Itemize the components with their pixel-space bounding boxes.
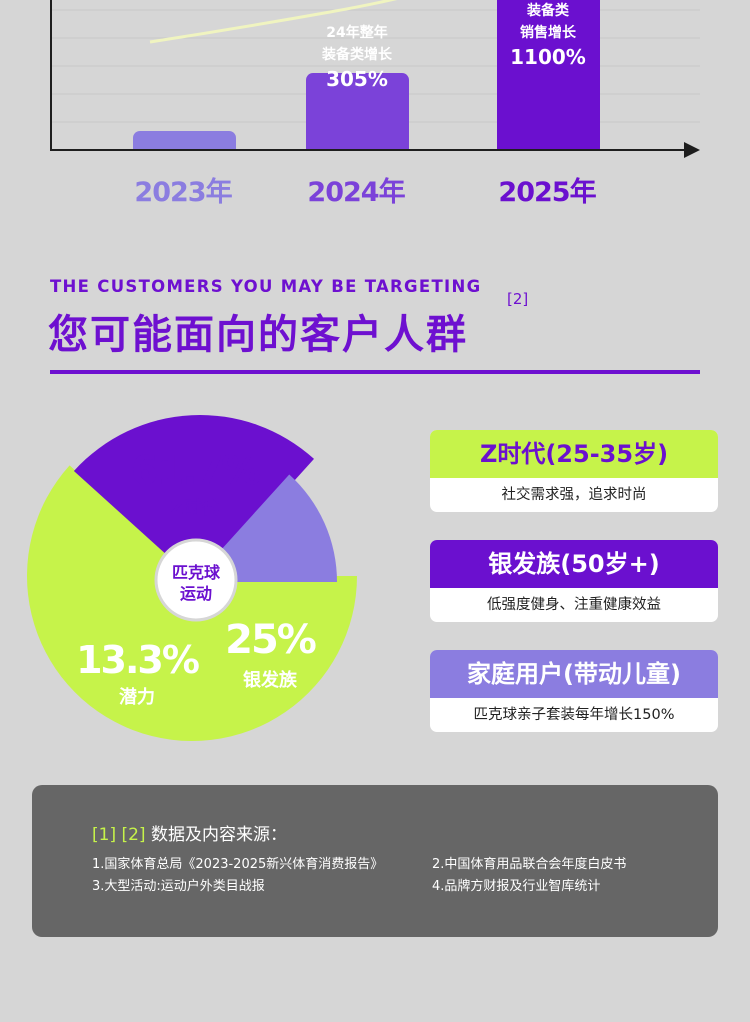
title-divider: [50, 370, 700, 374]
segment-card-silver-desc: 低强度健身、注重健康效益: [487, 597, 661, 613]
bar-chart: [50, 0, 700, 160]
bar-2025-annotation-value: 1100%: [510, 45, 586, 69]
slice-label-silver-percent: 25%: [225, 617, 317, 663]
pie-slice-银发族: [73, 415, 315, 585]
bar-2025-annotation: 装备类 销售增长 1100%: [488, 0, 608, 70]
bar-2024-annotation-line1: 24年整年: [326, 25, 388, 41]
trend-line: [149, 0, 398, 44]
bar-2025年: [497, 0, 600, 160]
slice-label-z-name: Z时代: [170, 498, 220, 519]
sources-refs: [1] [2]: [92, 825, 146, 845]
source-item-1: 1.国家体育总局《2023-2025新兴体育消费报告》: [92, 857, 384, 872]
bar-2024年: [306, 73, 409, 160]
source-item-4: 4.品牌方财报及行业智库统计: [432, 879, 601, 894]
year-label-2024: 2024年: [307, 177, 405, 208]
segment-card-family-desc: 匹克球亲子套装每年增长150%: [473, 707, 675, 723]
pie-chart: [26, 415, 357, 741]
bar-2024-annotation: 24年整年 装备类增长 305%: [297, 22, 417, 92]
pie-center-disc: [154, 538, 238, 622]
bars: [52, 0, 692, 160]
bar-2024-annotation-line2: 装备类增长: [322, 47, 392, 63]
sources-title-text: 数据及内容来源：: [150, 825, 287, 845]
bar-2025-annotation-line2: 销售增长: [520, 25, 576, 41]
section-eyebrow: THE CUSTOMERS YOU MAY BE TARGETING: [50, 277, 482, 296]
section-title: 您可能面向的客户人群: [48, 312, 468, 358]
slice-label-potential-name: 潜力: [119, 687, 155, 708]
source-item-2: 2.中国体育用品联合会年度白皮书: [432, 857, 627, 872]
pie-center-label: 匹克球 运动: [156, 562, 236, 604]
pie-center-label-line1: 匹克球: [171, 563, 220, 582]
source-item-3: 3.大型活动:运动户外类目战报: [92, 879, 265, 894]
sources-box: [1] [2] 数据及内容来源： 1.国家体育总局《2023-2025新兴体育消…: [32, 785, 718, 937]
bar-2024-annotation-value: 305%: [326, 67, 388, 91]
slice-label-potential-percent: 13.3%: [76, 638, 200, 682]
segment-card-family: 家庭用户(带动儿童) 匹克球亲子套装每年增长150%: [430, 650, 718, 732]
sources-title: [1] [2] 数据及内容来源：: [92, 820, 287, 845]
segment-card-silver: 银发族(50岁+) 低强度健身、注重健康效益: [430, 540, 718, 622]
segment-card-family-title: 家庭用户(带动儿童): [430, 650, 718, 698]
bar-2025-annotation-line1: 装备类: [527, 3, 569, 19]
pie-center-label-line2: 运动: [179, 584, 212, 603]
slice-label-silver-name: 银发族: [243, 670, 297, 691]
x-axis-arrow: [684, 142, 700, 158]
segment-card-silver-title: 银发族(50岁+): [430, 540, 718, 588]
slice-label-z-percent: 61.7%: [130, 448, 262, 494]
segment-card-z-desc: 社交需求强，追求时尚: [501, 487, 647, 503]
year-label-2023: 2023年: [134, 177, 232, 208]
year-label-2025: 2025年: [498, 177, 596, 208]
baseline-cover: [52, 150, 692, 160]
segment-card-z: Z时代(25-35岁) 社交需求强，追求时尚: [430, 430, 718, 512]
segment-card-z-title: Z时代(25-35岁): [430, 430, 718, 478]
section-title-ref: [2]: [507, 290, 529, 308]
